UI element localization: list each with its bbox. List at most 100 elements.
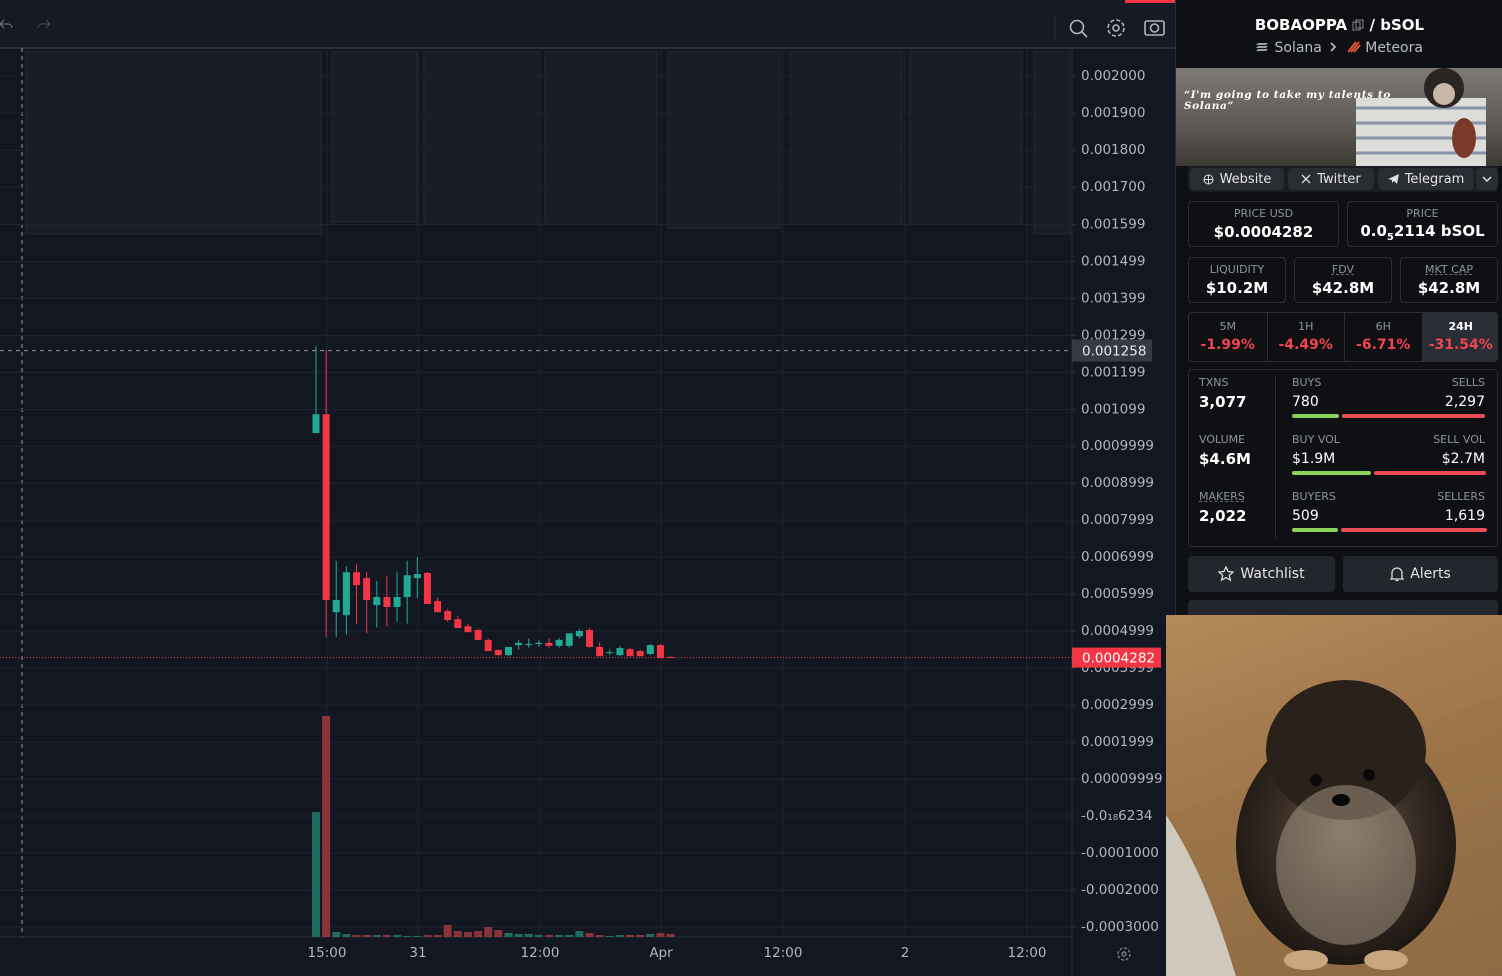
metric-value: $42.8M (1311, 279, 1375, 297)
volume-bar (585, 933, 594, 937)
y-tick-label: 0.002000 (1081, 68, 1145, 84)
card-value: $0.0004282 (1213, 223, 1314, 241)
change-label: 24H (1448, 320, 1473, 333)
metric-value: $42.8M (1417, 279, 1481, 297)
change-tab[interactable]: 24H -31.54% (1421, 313, 1497, 361)
chart: 0.002000 0.001900 0.001800 0.001700 0.001599… (0, 0, 1175, 976)
redo-icon[interactable] (37, 19, 51, 29)
y-tick-label: 0.0009999 (1081, 438, 1154, 454)
volume-bar (463, 932, 472, 937)
card-label: PRICE USD (1233, 207, 1294, 220)
change-tabs: 5M -1.99% 1H -4.49% 6H -6.71% 24H -31.54% (1188, 312, 1498, 362)
undo-icon[interactable] (0, 19, 13, 29)
metric-label: LIQUIDITY (1209, 263, 1265, 276)
copy-icon[interactable] (1352, 19, 1364, 31)
activity-label: VOLUME (1199, 433, 1246, 446)
link-label: Twitter (1317, 171, 1361, 187)
activity-label: MAKERS (1199, 490, 1245, 503)
settings-icon[interactable] (1107, 19, 1125, 37)
zoom-icon[interactable] (1069, 19, 1088, 38)
change-tab[interactable]: 6H -6.71% (1344, 313, 1422, 361)
y-tick-label: 0.001599 (1081, 216, 1145, 232)
y-tick-label: 0.0007999 (1081, 512, 1154, 528)
chain[interactable]: Solana (1274, 40, 1322, 56)
candle-body (646, 645, 654, 654)
volume-bar (443, 925, 452, 937)
volume-bar (666, 934, 675, 937)
candle-body (322, 414, 330, 600)
volume-bar (615, 935, 624, 937)
crosshair-label: 0.001258 (1082, 344, 1146, 360)
sell-bar (1374, 471, 1486, 475)
candle-body (413, 574, 421, 579)
volume-bar (534, 935, 543, 937)
website-button[interactable]: Website (1190, 168, 1284, 190)
x-tick-label: 12:00 (1008, 945, 1047, 961)
volume-bar (636, 935, 645, 937)
twitter-button[interactable]: Twitter (1288, 168, 1374, 190)
photo-art (1166, 645, 1502, 976)
volume-bar (646, 934, 655, 937)
volume-bar (403, 936, 412, 937)
volume-bar (352, 935, 361, 937)
right-value: 1,619 (1444, 508, 1485, 524)
candle-body (626, 649, 634, 657)
change-tab[interactable]: 5M -1.99% (1189, 313, 1267, 361)
x-tick-label: 31 (409, 945, 426, 961)
globe-icon (1203, 174, 1214, 184)
telegram-button[interactable]: Telegram (1378, 168, 1474, 190)
volume-bar (393, 935, 402, 937)
alerts-button[interactable]: Alerts (1343, 556, 1498, 592)
candle-body (575, 631, 583, 637)
base-token: BOBAOPPA (1254, 16, 1348, 34)
buy-bar (1292, 414, 1339, 418)
candle-body (484, 639, 492, 652)
last-price-box (1072, 647, 1161, 668)
link-label: Telegram (1404, 171, 1465, 187)
candle-body (636, 651, 644, 657)
volume-bar (575, 931, 584, 937)
candle-body (515, 642, 523, 646)
star-icon (1218, 566, 1235, 582)
quote-token: / bSOL (1369, 16, 1425, 34)
y-tick-label: 0.001299 (1081, 327, 1145, 343)
axis-settings-icon[interactable] (1117, 947, 1131, 961)
telegram-icon (1387, 174, 1399, 184)
candle-body (525, 643, 533, 646)
volume-bar (413, 936, 422, 937)
banner-quote: “I'm going to take my talents to Solana” (1184, 89, 1391, 112)
y-tick-label: 0.0004999 (1081, 623, 1154, 639)
more-links-button[interactable] (1476, 168, 1498, 190)
activity-label: TXNS (1199, 376, 1229, 389)
volume-bar (342, 934, 351, 937)
last-price-label: 0.0004282 (1082, 651, 1155, 667)
change-label: 6H (1375, 320, 1391, 333)
y-tick-label: -0.0₁₈6234 (1081, 808, 1153, 824)
candle-body (667, 656, 675, 658)
change-value: -4.49% (1278, 337, 1333, 353)
camera-icon[interactable] (1144, 20, 1165, 36)
bell-icon (1390, 567, 1405, 582)
x-tick-label: 15:00 (308, 945, 347, 961)
y-tick-label: 0.001900 (1081, 105, 1145, 121)
right-value: $2.7M (1441, 451, 1485, 467)
price-usd-card: PRICE USD $0.0004282 (1188, 201, 1339, 247)
left-value: $1.9M (1292, 451, 1336, 467)
change-tab[interactable]: 1H -4.49% (1266, 313, 1345, 361)
volume-bar (555, 935, 564, 937)
candle-body (616, 648, 624, 656)
candle-body (494, 649, 502, 656)
solana-icon (1256, 43, 1269, 51)
price-prefix: 0.0 (1360, 222, 1387, 240)
toolbar (0, 0, 1175, 48)
change-label: 1H (1298, 320, 1314, 333)
volume-bar (484, 927, 493, 937)
crosshair-label-box (1072, 339, 1152, 362)
dex[interactable]: Meteora (1365, 40, 1423, 56)
volume-bar (372, 935, 381, 937)
volume-bar (494, 930, 503, 937)
volume-bar (514, 934, 523, 937)
watchlist-button[interactable]: Watchlist (1188, 556, 1335, 592)
volume-bar (544, 935, 553, 937)
candle-body (393, 597, 401, 608)
